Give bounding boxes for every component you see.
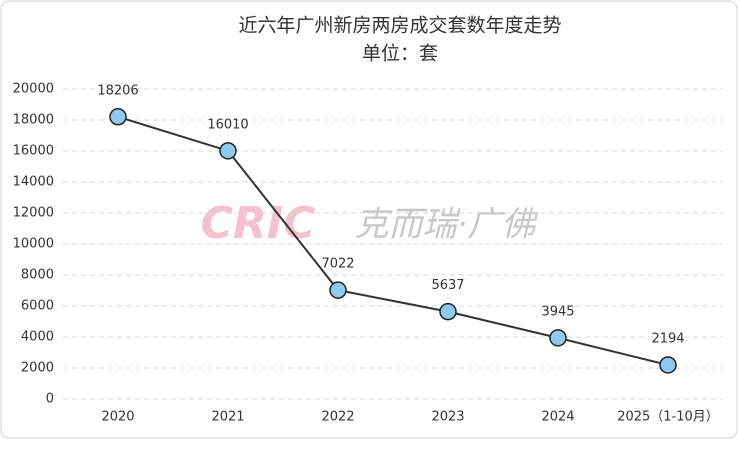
chart-subtitle: 单位：套 [362,43,438,65]
data-label: 16010 [207,117,248,132]
data-label: 18206 [97,83,138,98]
watermark-text: 克而瑞·广佛 [355,205,540,245]
data-label: 7022 [321,257,354,272]
y-tick-label: 14000 [13,175,54,190]
y-tick-label: 6000 [21,299,54,314]
marker [329,281,347,299]
x-tick-label: 2023 [431,410,464,425]
y-tick-label: 0 [46,392,54,407]
y-tick-label: 2000 [21,361,54,376]
x-tick-label: 2025（1-10月） [617,410,719,425]
y-tick-label: 12000 [13,206,54,221]
marker [109,108,127,126]
y-tick-label: 4000 [21,330,54,345]
data-label: 3945 [541,304,574,319]
x-tick-label: 2020 [101,410,134,425]
data-label: 5637 [431,278,464,293]
x-tick-label: 2024 [541,410,574,425]
x-tick-label: 2021 [211,410,244,425]
marker [219,142,237,160]
x-tick-label: 2022 [321,410,354,425]
marker [439,302,457,321]
watermark-logo: CRIC [201,198,316,249]
marker [549,329,567,347]
line [117,115,669,366]
y-tick-label: 20000 [13,82,54,97]
y-tick-label: 16000 [13,144,54,159]
data-label: 2194 [651,331,684,346]
y-tick-label: 10000 [13,237,54,252]
chart-frame [0,0,738,439]
marker [659,356,677,374]
chart-title: 近六年广州新房两房成交套数年度走势 [238,15,561,37]
y-tick-label: 8000 [21,268,54,283]
y-tick-label: 18000 [13,113,54,128]
